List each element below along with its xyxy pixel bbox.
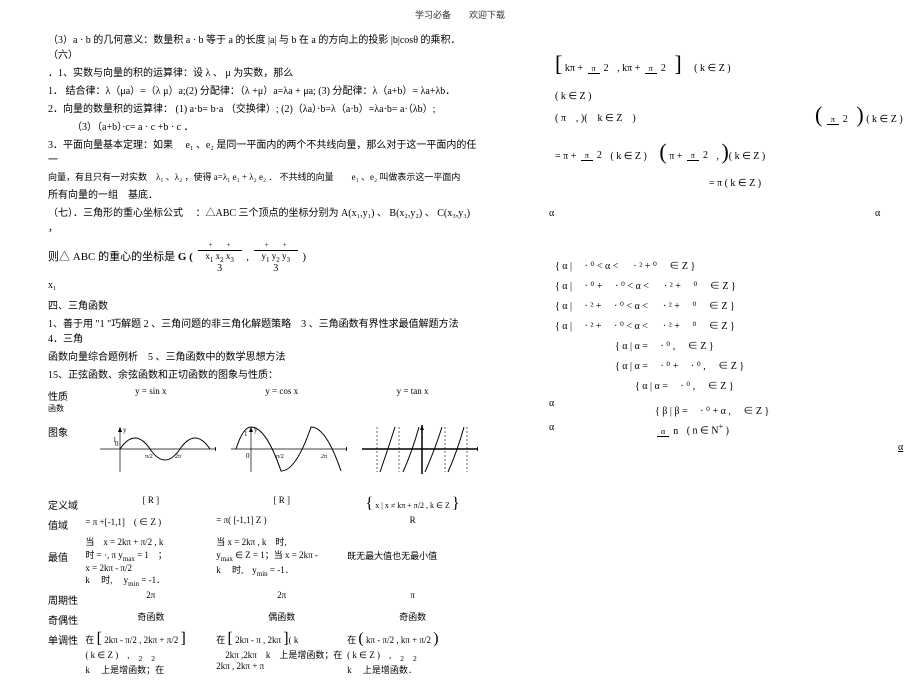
r-line1: [ kπ + π2 , kπ + π2 ] ( k ∈ Z ) [555,44,915,84]
svg-text:π/2: π/2 [145,454,153,460]
svg-text:2π: 2π [175,454,181,460]
set6: { α | α = · ⁰ + · ⁰ , ∈ Z } [615,357,915,372]
set4: { α | · ² + · ⁰ < α < · ² + ⁰ ∈ Z } [555,317,915,332]
max-c: 既无最大值也无最小值 [347,535,478,562]
mono-b: 在 [ 2kπ - π , 2kπ ]( k 2kπ ,2kπ k 上是增函数；… [216,630,347,671]
parity-c: 奇函数 [347,610,478,623]
centroid-text: 则△ ABC 的重心的坐标是 [48,250,175,262]
f-sin: y = sin x [85,386,216,396]
def-c: { x | x ≠ kπ + π/2 , k ∈ Z } [347,495,478,513]
sin-graph: 0 π/2 2π x y 1 [95,422,216,477]
sec4-2: 函数向量综合题例析 5 、三角函数中的数学思想方法 [48,350,478,365]
set9: αn ( n ∈ N+ ) [655,422,915,437]
centroid-frac-x: + + x1 x2 x3 3 [198,240,242,275]
period-c: π [347,590,478,600]
func-header-row: 性质 函数 y = sin x y = cos x y = tan x [48,386,478,414]
alpha-1: α [549,208,554,219]
period-b: 2π [216,590,347,600]
law-2b: （3）（a+b）·c= a · c +b · c ． [72,120,478,135]
left-column: （3）a · b 的几何意义：数量积 a · b 等于 a 的长度 |a| 与 … [48,30,478,678]
page-header: 学习必备 欢迎下载 [0,0,920,21]
centroid-close: ) [302,250,306,262]
alpha-2: α [875,208,880,219]
svg-text:2π: 2π [321,454,327,460]
alpha-4: α [549,422,554,433]
range-row: 值域 = π +[-1,1] ( ∈ Z ) = π( [-1,1] Z ) R [48,515,478,533]
graph-row: 图象 0 π/2 2π x y 1 0 π/2 2π x y 1 [48,422,478,477]
mono-a: 在 [ 2kπ - π/2 , 2kπ + π/2 ] ( k ∈ Z ) , … [85,630,216,676]
sec4-1: 1、善于用 "1 "巧解题 2 、三角问题的非三角化解题策略 3 、三角函数有界… [48,317,478,347]
para-laws-intro: ．1、实数与向量的积的运算律：设 λ 、 μ 为实数，那么 [48,66,478,81]
law-2: 2．向量的数量积的运算律： (1) a·b= b·a （交换律）; (2)（λa… [48,102,478,117]
range-b: = π( [-1,1] Z ) [216,515,347,525]
range-a: = π +[-1,1] ( ∈ Z ) [85,515,216,528]
mono-label: 单调性 [48,630,85,647]
max-a: 当 x = 2kπ + π/2 , k 时 = ·, π ymax = 1 ； … [85,535,216,588]
f-cos: y = cos x [216,386,347,396]
set8: { β | β = · ⁰ + α , ∈ Z } [655,402,915,417]
set3: { α | · ² + · ⁰ < α < · ² + ⁰ ∈ Z } [555,297,915,312]
svg-text:0: 0 [246,452,250,460]
parity-a: 奇函数 [85,610,216,623]
centroid-G: G ( [178,250,193,262]
parity-row: 奇偶性 奇函数 偶函数 奇函数 [48,610,478,628]
r-line4: = π + π2 ( k ∈ Z ) ( π + π2 , )( k ∈ Z ) [555,132,915,172]
period-a: 2π [85,590,216,600]
alpha-3: α [549,398,554,409]
prop-label: 性质 函数 [48,386,85,414]
def-a: [ R ] [85,495,216,505]
mono-c: 在 ( kπ - π/2 , kπ + π/2 ) ( k ∈ Z ) , 2 … [347,630,478,676]
set5: { α | α = · ⁰ , ∈ Z } [615,337,915,352]
para-3: （3）a · b 的几何意义：数量积 a · b 等于 a 的长度 |a| 与 … [48,33,478,63]
tan-graph [357,422,478,477]
far-right-frac: ( π2 ) ( k ∈ Z ) [815,102,903,128]
range-c: R [347,515,478,525]
parity-b: 偶函数 [216,610,347,623]
svg-text:1: 1 [113,436,117,444]
x1-stray: x₁ [48,278,478,293]
max-b: 当 x = 2kπ , k 时, ymax ∈ Z = 1；当 x = 2kπ … [216,535,347,578]
set7: { α | α = · ⁰ , ∈ Z } [635,377,915,392]
mono-row: 单调性 在 [ 2kπ - π/2 , 2kπ + π/2 ] ( k ∈ Z … [48,630,478,676]
centroid-frac-y: + + y1 y2 y3 3 [254,240,298,275]
centroid-formula: 则△ ABC 的重心的坐标是 G ( + + x1 x2 x3 3 , + + … [48,240,478,275]
r-line5: = π ( k ∈ Z ) [555,175,915,193]
basis-thm-c: 所有向量的一组 基底． [48,188,478,203]
set2: { α | · ⁰ + · ⁰ < α < · ² + ⁰ ∈ Z } [555,277,915,292]
svg-text:y: y [254,426,258,434]
svg-text:y: y [123,426,127,434]
graph-label: 图象 [48,422,85,477]
right-column: [ kπ + π2 , kπ + π2 ] ( k ∈ Z ) ( k ∈ Z … [555,40,915,442]
sec4-title: 四、三角函数 [48,299,478,314]
centroid-intro: （七）．三角形的重心坐标公式 ：△ABC 三个顶点的坐标分别为 A(x₁,y₁)… [48,206,478,236]
def-label: 定义域 [48,495,85,512]
def-b: [ R ] [216,495,347,505]
period-label: 周期性 [48,590,85,607]
max-label: 最值 [48,535,85,564]
basis-thm-a: 3．平面向量基本定理：如果 e₁ 、e₂ 是同一平面内的两个不共线向量，那么对于… [48,138,478,168]
domain-row: 定义域 [ R ] [ R ] { x | x ≠ kπ + π/2 , k ∈… [48,495,478,513]
law-1: 1． 结合律：λ（μa）=（λ μ）a;(2) 分配律：（λ +μ）a=λa +… [48,84,478,99]
range-label: 值域 [48,515,85,532]
basis-thm-b: 向量，有且只有一对实数 λ₁ 、λ₂ ，使得 a=λ₁ e₁ + λ₂ e₂ ．… [48,171,478,185]
period-row: 周期性 2π 2π π [48,590,478,608]
svg-text:π/2: π/2 [276,454,284,460]
parity-label: 奇偶性 [48,610,85,627]
svg-text:1: 1 [244,430,248,438]
sec4-15: 15、正弦函数、余弦函数和正切函数的图象与性质： [48,368,478,383]
f-tan: y = tan x [347,386,478,396]
alpha-far-right: α [898,442,903,453]
cos-graph: 0 π/2 2π x y 1 [226,422,347,477]
max-row: 最值 当 x = 2kπ + π/2 , k 时 = ·, π ymax = 1… [48,535,478,588]
set1: { α | · ⁰ < α < · ² + ⁰ ∈ Z } [555,257,915,272]
